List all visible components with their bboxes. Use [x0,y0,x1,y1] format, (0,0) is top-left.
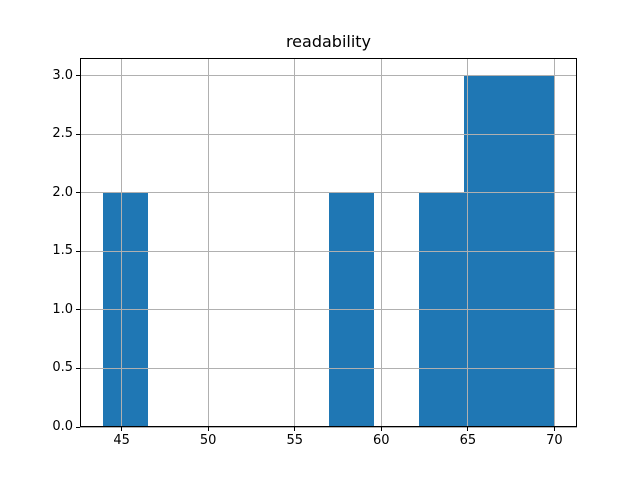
chart-title: readability [285,32,372,51]
gridline-vertical [553,58,555,427]
y-tick-label: 2.5 [52,126,73,142]
x-tick-mark [380,427,382,431]
y-tick-label: 1.5 [52,243,73,259]
y-tick-mark [76,367,80,369]
x-tick-mark [467,427,469,431]
gridline-horizontal [80,133,577,135]
gridline-horizontal [80,75,577,77]
plot-spines [80,58,577,427]
y-tick-label: 0.5 [52,360,73,376]
x-tick-mark [121,427,123,431]
gridline-horizontal [80,426,577,428]
gridline-horizontal [80,250,577,252]
gridline-horizontal [80,192,577,194]
y-tick-mark [76,133,80,135]
x-tick-label: 55 [286,433,303,448]
gridline-vertical [467,58,469,427]
y-tick-mark [76,250,80,252]
gridline-vertical [207,58,209,427]
gridline-vertical [294,58,296,427]
x-tick-label: 70 [546,433,563,448]
y-tick-mark [76,426,80,428]
gridline-horizontal [80,309,577,311]
y-tick-mark [76,75,80,77]
y-tick-label: 0.0 [52,419,73,434]
x-tick-mark [207,427,209,431]
y-tick-label: 3.0 [52,67,73,83]
y-tick-mark [76,192,80,194]
y-tick-label: 2.0 [52,184,73,200]
x-tick-label: 65 [459,433,477,448]
x-tick-mark [294,427,296,431]
x-tick-label: 60 [373,433,390,448]
x-tick-label: 45 [113,433,130,448]
gridline-vertical [121,58,123,427]
gridline-horizontal [80,367,577,369]
x-tick-mark [553,427,555,431]
y-tick-label: 1.0 [52,301,73,317]
x-tick-label: 50 [199,433,217,448]
y-tick-mark [76,309,80,311]
gridline-vertical [380,58,382,427]
